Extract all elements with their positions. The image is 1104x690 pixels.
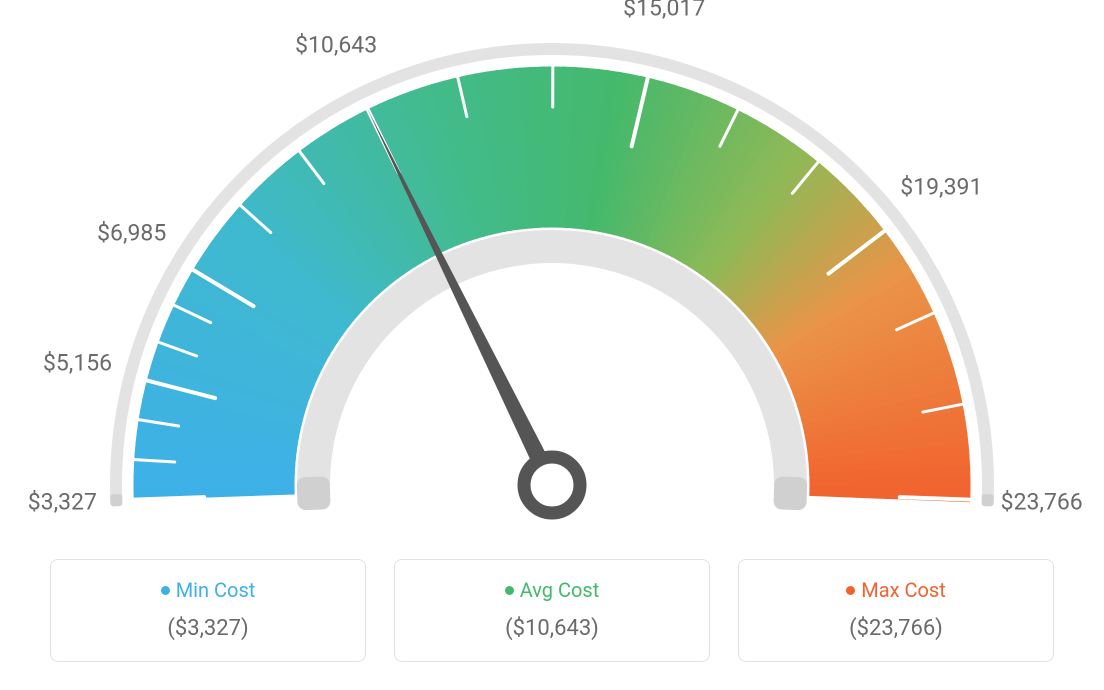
legend-title-avg: Avg Cost [505,578,600,602]
gauge-tick-label: $6,985 [97,220,166,247]
legend-title-max: Max Cost [846,578,946,602]
gauge-tick-label: $5,156 [43,349,112,376]
gauge-tick-label: $19,391 [900,174,982,201]
legend-row: Min Cost ($3,327) Avg Cost ($10,643) Max… [50,559,1054,662]
gauge-tick-label: $15,017 [623,0,705,22]
legend-value-max: ($23,766) [749,616,1043,641]
legend-dot-min [161,586,170,595]
gauge-chart: $3,327 $5,156 $6,985 $10,643 $15,017 $19,391 $… [0,0,1104,520]
legend-card-max: Max Cost ($23,766) [738,559,1054,662]
gauge-tick-label: $10,643 [295,32,377,59]
legend-title-text-min: Min Cost [176,578,256,602]
legend-value-avg: ($10,643) [405,616,699,641]
legend-title-min: Min Cost [161,578,256,602]
legend-title-text-max: Max Cost [861,578,946,602]
gauge-svg [0,0,1104,540]
gauge-tick-label: $3,327 [28,489,97,516]
legend-dot-avg [505,586,514,595]
legend-value-min: ($3,327) [61,616,355,641]
legend-dot-max [846,586,855,595]
legend-title-text-avg: Avg Cost [520,578,600,602]
legend-card-min: Min Cost ($3,327) [50,559,366,662]
gauge-tick-label: $23,766 [1001,489,1083,516]
legend-card-avg: Avg Cost ($10,643) [394,559,710,662]
